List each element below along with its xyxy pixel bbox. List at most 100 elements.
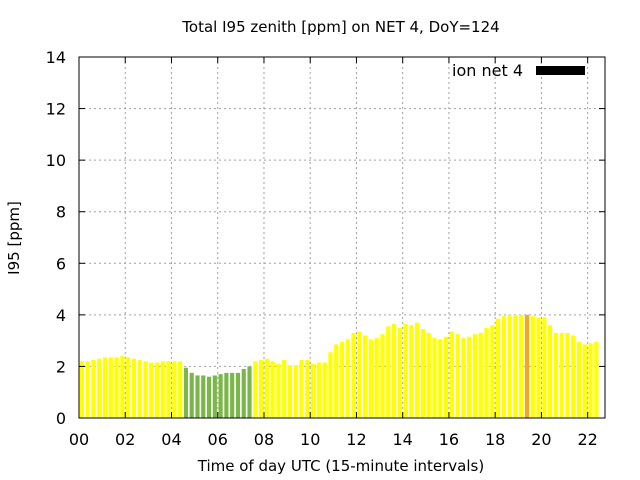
y-tick-label: 0	[56, 409, 66, 428]
bar	[513, 314, 518, 418]
x-axis: 00 02 04 06 08 10 12 14 16 18 20 22	[69, 57, 598, 449]
bar	[305, 359, 310, 418]
bar	[108, 357, 113, 418]
bar	[85, 361, 90, 418]
x-tick-label: 18	[485, 430, 505, 449]
bar	[357, 331, 362, 418]
x-axis-label: Time of day UTC (15-minute intervals)	[197, 457, 484, 475]
x-tick-label: 06	[208, 430, 228, 449]
bar	[247, 366, 252, 418]
bar	[316, 362, 321, 418]
bar	[432, 338, 437, 418]
bar	[224, 372, 229, 419]
bar	[149, 362, 154, 418]
bar	[409, 325, 414, 418]
bar	[235, 372, 241, 419]
bar	[374, 338, 379, 418]
bar	[131, 358, 136, 418]
x-tick-label: 22	[577, 430, 597, 449]
bar	[507, 314, 512, 418]
legend-label: ion net 4	[452, 61, 523, 80]
bar	[443, 336, 449, 418]
bar	[264, 358, 269, 418]
legend-swatch	[536, 66, 585, 75]
bar	[461, 338, 466, 418]
bar	[565, 332, 570, 418]
bar	[351, 332, 356, 418]
x-tick-label: 08	[254, 430, 274, 449]
bar	[154, 362, 160, 418]
bar	[218, 374, 223, 418]
bar	[467, 336, 472, 418]
bar	[368, 339, 373, 418]
bar	[322, 362, 327, 418]
bar	[455, 334, 460, 418]
bar	[397, 327, 402, 418]
x-tick-label: 14	[393, 430, 413, 449]
bar	[403, 323, 408, 418]
bar	[241, 369, 246, 418]
bar	[189, 372, 194, 419]
bar	[594, 341, 599, 418]
bar	[178, 361, 183, 418]
bar	[553, 332, 558, 418]
x-tick-label: 02	[115, 430, 135, 449]
bar	[195, 375, 200, 418]
y-axis: 0 2 4 6 8 10 12 14	[46, 48, 605, 428]
bar	[328, 352, 333, 418]
bar	[230, 372, 235, 419]
x-tick-label: 20	[531, 430, 551, 449]
bar	[391, 323, 397, 418]
plot-frame	[78, 56, 606, 419]
bar	[524, 314, 530, 418]
bar	[282, 359, 287, 418]
x-tick-label: 04	[161, 430, 181, 449]
bar	[206, 376, 212, 418]
bars	[79, 314, 599, 419]
bar	[363, 335, 368, 418]
x-tick-label: 16	[439, 430, 459, 449]
bar	[166, 361, 171, 418]
bar	[571, 335, 576, 418]
x-tick-label: 00	[69, 430, 89, 449]
bar	[253, 361, 258, 418]
y-tick-label: 6	[56, 254, 66, 273]
bar	[212, 375, 217, 418]
bar	[183, 367, 189, 418]
y-tick-label: 8	[56, 203, 66, 222]
bar	[299, 359, 304, 418]
bar	[484, 327, 489, 418]
bar	[126, 357, 131, 418]
bar	[420, 329, 425, 418]
y-tick-label: 10	[46, 151, 66, 170]
bar	[582, 344, 587, 418]
bar	[120, 356, 125, 418]
bar	[201, 375, 206, 418]
bar	[380, 334, 385, 418]
y-axis-label: I95 [ppm]	[5, 201, 23, 275]
x-tick-label: 10	[300, 430, 320, 449]
bar	[519, 314, 524, 418]
bar	[386, 326, 391, 418]
bar	[530, 316, 535, 418]
bar	[501, 316, 506, 418]
bar	[559, 332, 564, 418]
bar	[472, 334, 478, 418]
bar	[172, 361, 177, 418]
bar	[91, 359, 96, 418]
bar	[449, 331, 454, 418]
bar	[137, 359, 142, 418]
bar	[97, 358, 102, 418]
bar	[102, 357, 108, 418]
grid	[79, 57, 605, 418]
bar	[311, 363, 316, 418]
chart-title: Total I95 zenith [ppm] on NET 4, DoY=124	[181, 18, 499, 36]
bar	[426, 332, 431, 418]
bar	[79, 361, 84, 418]
bar	[495, 318, 501, 418]
bar	[259, 359, 264, 418]
bar	[536, 317, 541, 418]
y-tick-label: 14	[46, 48, 66, 67]
bar	[478, 332, 483, 418]
